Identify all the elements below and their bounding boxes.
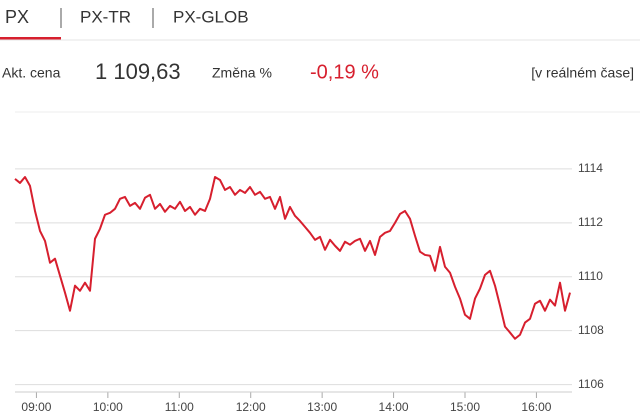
- x-tick-label: 11:00: [165, 400, 194, 414]
- x-tick-label: 14:00: [379, 400, 409, 414]
- y-tick-label: 1110: [578, 269, 603, 283]
- price: 1 109,63: [95, 59, 181, 84]
- change: -0,19 %: [310, 61, 379, 83]
- x-tick-label: 16:00: [521, 400, 551, 414]
- y-tick-label: 1112: [578, 215, 603, 229]
- x-tick-label: 12:00: [236, 400, 266, 414]
- change-label: Změna %: [212, 65, 272, 81]
- active-tab-underline: [0, 37, 61, 40]
- x-tick-label: 13:00: [307, 400, 337, 414]
- price-label: Akt. cena: [2, 65, 61, 81]
- tab[interactable]: PX-GLOB: [173, 7, 249, 26]
- x-tick-label: 10:00: [93, 400, 123, 414]
- x-tick-label: 15:00: [450, 400, 480, 414]
- y-tick-label: 1106: [578, 377, 604, 391]
- realtime-note: [v reálném čase]: [531, 65, 634, 81]
- tab[interactable]: PX: [5, 7, 29, 27]
- y-tick-label: 1108: [578, 323, 604, 337]
- price-line: [14, 176, 571, 340]
- tab[interactable]: PX-TR: [80, 7, 131, 26]
- y-tick-label: 1114: [578, 161, 603, 175]
- x-tick-label: 09:00: [21, 400, 51, 414]
